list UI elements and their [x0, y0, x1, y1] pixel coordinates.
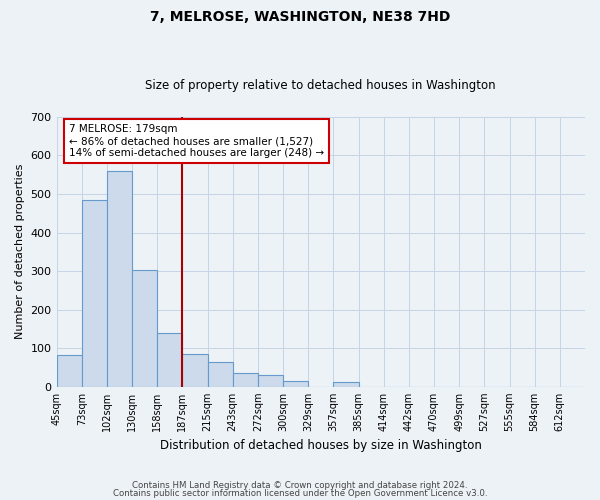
- Bar: [233, 374, 258, 387]
- Bar: [132, 270, 157, 387]
- Bar: [208, 362, 233, 387]
- Title: Size of property relative to detached houses in Washington: Size of property relative to detached ho…: [145, 79, 496, 92]
- Text: 7 MELROSE: 179sqm
← 86% of detached houses are smaller (1,527)
14% of semi-detac: 7 MELROSE: 179sqm ← 86% of detached hous…: [69, 124, 324, 158]
- Bar: [258, 375, 283, 387]
- Bar: [56, 355, 82, 387]
- Bar: [283, 382, 308, 387]
- Text: Contains HM Land Registry data © Crown copyright and database right 2024.: Contains HM Land Registry data © Crown c…: [132, 481, 468, 490]
- X-axis label: Distribution of detached houses by size in Washington: Distribution of detached houses by size …: [160, 440, 482, 452]
- Y-axis label: Number of detached properties: Number of detached properties: [15, 164, 25, 340]
- Text: Contains public sector information licensed under the Open Government Licence v3: Contains public sector information licen…: [113, 488, 487, 498]
- Bar: [334, 382, 359, 387]
- Bar: [157, 333, 182, 387]
- Bar: [82, 200, 107, 387]
- Bar: [107, 171, 132, 387]
- Text: 7, MELROSE, WASHINGTON, NE38 7HD: 7, MELROSE, WASHINGTON, NE38 7HD: [150, 10, 450, 24]
- Bar: [182, 354, 208, 387]
